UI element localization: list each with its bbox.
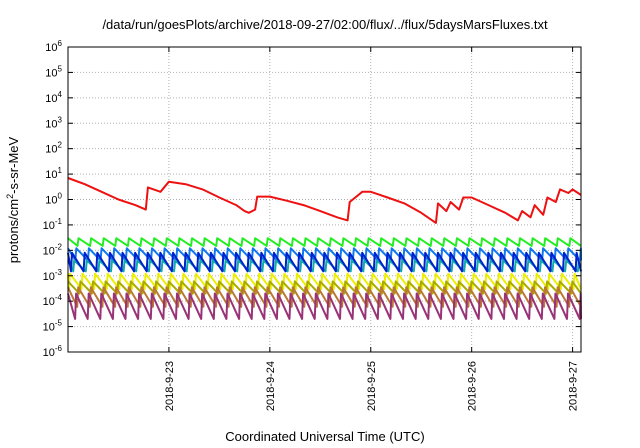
y-tick-exp: 4 — [58, 90, 63, 99]
series-line-2 — [67, 237, 582, 247]
series-line-9 — [67, 292, 582, 320]
y-axis-label-rest: -s-sr-MeV — [6, 136, 21, 193]
chart-title: /data/run/goesPlots/archive/2018-09-27/0… — [102, 17, 548, 32]
y-tick-label: 104 — [45, 90, 62, 105]
y-tick-label: 10-4 — [43, 293, 63, 308]
y-tick-label: 10-2 — [43, 242, 63, 257]
x-tick-labels: 2018-9-23 2018-9-24 2018-9-25 2018-9-26 2018… — [164, 47, 580, 411]
y-tick-base: 10 — [45, 195, 57, 207]
y-tick-exp: -3 — [55, 268, 63, 277]
y-tick-label: 100 — [45, 192, 62, 207]
y-tick-label: 101 — [45, 166, 62, 181]
series-line-4 — [67, 259, 582, 273]
y-tick-exp: 2 — [58, 141, 63, 150]
y-tick-base: 10 — [45, 42, 57, 54]
y-tick-exp: 3 — [58, 115, 63, 124]
y-tick-label: 103 — [45, 115, 62, 130]
y-tick-base: 10 — [45, 67, 57, 79]
y-tick-label: 10-6 — [43, 344, 63, 359]
y-tick-base: 10 — [45, 144, 57, 156]
x-tick-label: 2018-9-24 — [265, 361, 277, 411]
y-tick-exp: -6 — [55, 344, 63, 353]
x-axis-label: Coordinated Universal Time (UTC) — [225, 429, 424, 444]
y-tick-exp: -2 — [55, 242, 63, 251]
series-line-6 — [67, 272, 582, 290]
y-tick-exp: -1 — [55, 217, 63, 226]
y-tick-base: 10 — [43, 347, 55, 359]
y-tick-label: 102 — [45, 141, 62, 156]
y-axis-label-base: protons/cm — [6, 199, 21, 263]
y-tick-label: 106 — [45, 39, 62, 54]
y-tick-base: 10 — [45, 93, 57, 105]
x-tick-label: 2018-9-27 — [568, 361, 580, 411]
x-tick-label: 2018-9-26 — [467, 361, 479, 411]
y-tick-base: 10 — [45, 118, 57, 130]
series-line-1 — [67, 177, 582, 224]
y-tick-exp: 0 — [58, 192, 63, 201]
y-tick-exp: 6 — [58, 39, 63, 48]
y-tick-base: 10 — [43, 296, 55, 308]
y-tick-exp: -4 — [55, 293, 63, 302]
y-axis-label: protons/cm2-s-sr-MeV — [5, 136, 21, 263]
y-tick-base: 10 — [43, 245, 55, 257]
series-layer — [67, 177, 582, 320]
series-line-5 — [67, 251, 582, 273]
y-tick-base: 10 — [43, 271, 55, 283]
series-line-7 — [67, 280, 582, 295]
y-tick-labels: 10-610-510-410-310-210-11001011021031041… — [43, 39, 581, 359]
y-tick-exp: 1 — [58, 166, 63, 175]
y-tick-label: 105 — [45, 64, 62, 79]
y-tick-label: 10-1 — [43, 217, 63, 232]
y-tick-label: 10-5 — [43, 319, 63, 334]
y-tick-exp: 5 — [58, 64, 63, 73]
y-axis-label-sup: 2 — [5, 194, 15, 199]
x-tick-label: 2018-9-25 — [366, 361, 378, 411]
y-tick-label: 10-3 — [43, 268, 63, 283]
x-tick-label: 2018-9-23 — [164, 361, 176, 411]
y-tick-base: 10 — [45, 169, 57, 181]
y-tick-exp: -5 — [55, 319, 63, 328]
y-tick-base: 10 — [43, 322, 55, 334]
y-tick-base: 10 — [43, 220, 55, 232]
